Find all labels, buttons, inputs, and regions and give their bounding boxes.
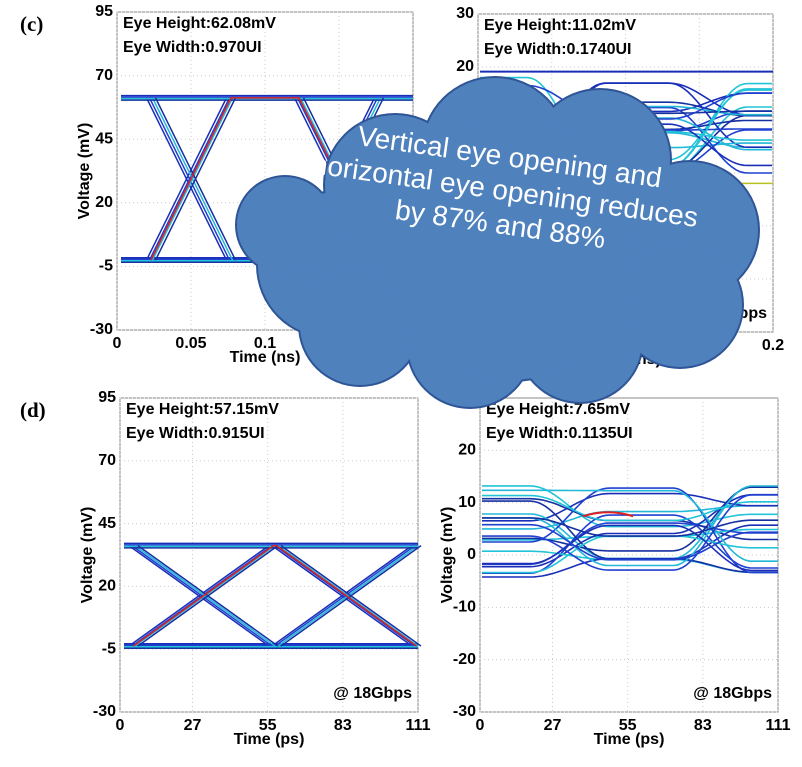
page: -30-52045709500.050.10.150.2Time (ns)Vol… [0, 0, 802, 767]
callout-cloud [0, 0, 802, 767]
